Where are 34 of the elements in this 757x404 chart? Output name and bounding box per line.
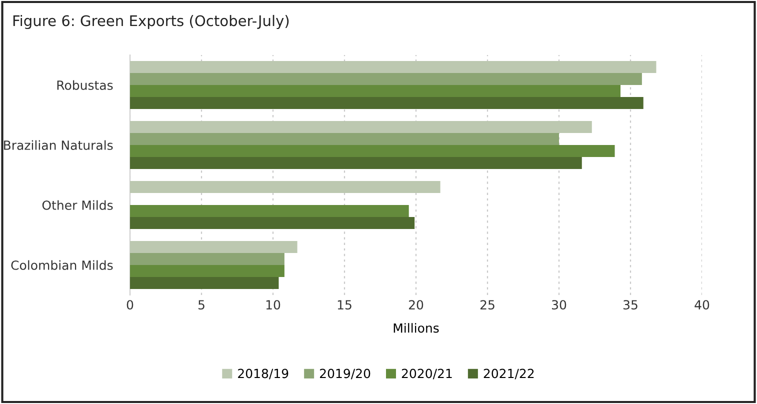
bar xyxy=(130,97,644,109)
x-tick-label: 40 xyxy=(694,300,710,310)
bar xyxy=(130,121,592,133)
x-axis-title: Millions xyxy=(394,323,439,333)
x-tick-label: 5 xyxy=(198,300,204,310)
x-tick-label: 15 xyxy=(338,300,352,310)
bar xyxy=(130,61,656,73)
bar xyxy=(130,277,279,289)
bar xyxy=(130,85,620,97)
bar xyxy=(130,145,615,157)
bar xyxy=(130,217,415,229)
bar xyxy=(130,133,559,145)
legend-label: 2020/21 xyxy=(402,368,452,380)
x-tick-label: 25 xyxy=(480,300,494,310)
x-tick-label: 10 xyxy=(266,300,280,310)
y-tick-label: Other Milds xyxy=(42,200,113,210)
chart-title: Figure 6: Green Exports (October-July) xyxy=(13,14,289,30)
x-tick-label: 20 xyxy=(408,300,424,310)
y-tick-label: Brazilian Naturals xyxy=(4,140,113,150)
x-tick-label: 30 xyxy=(552,300,566,310)
legend-label: 2018/19 xyxy=(238,368,288,380)
legend-label: 2021/22 xyxy=(484,368,534,380)
x-tick-label: 0 xyxy=(126,300,134,310)
bar xyxy=(130,205,409,217)
bar xyxy=(130,241,298,253)
bar xyxy=(130,253,284,265)
y-tick-label: Colombian Milds xyxy=(11,260,113,270)
y-tick-label: Robustas xyxy=(57,80,113,90)
legend-label: 2019/20 xyxy=(320,368,370,380)
bar xyxy=(130,181,440,193)
bar xyxy=(130,265,284,277)
x-tick-label: 35 xyxy=(624,300,638,310)
bar xyxy=(130,157,582,169)
bar xyxy=(130,73,642,85)
